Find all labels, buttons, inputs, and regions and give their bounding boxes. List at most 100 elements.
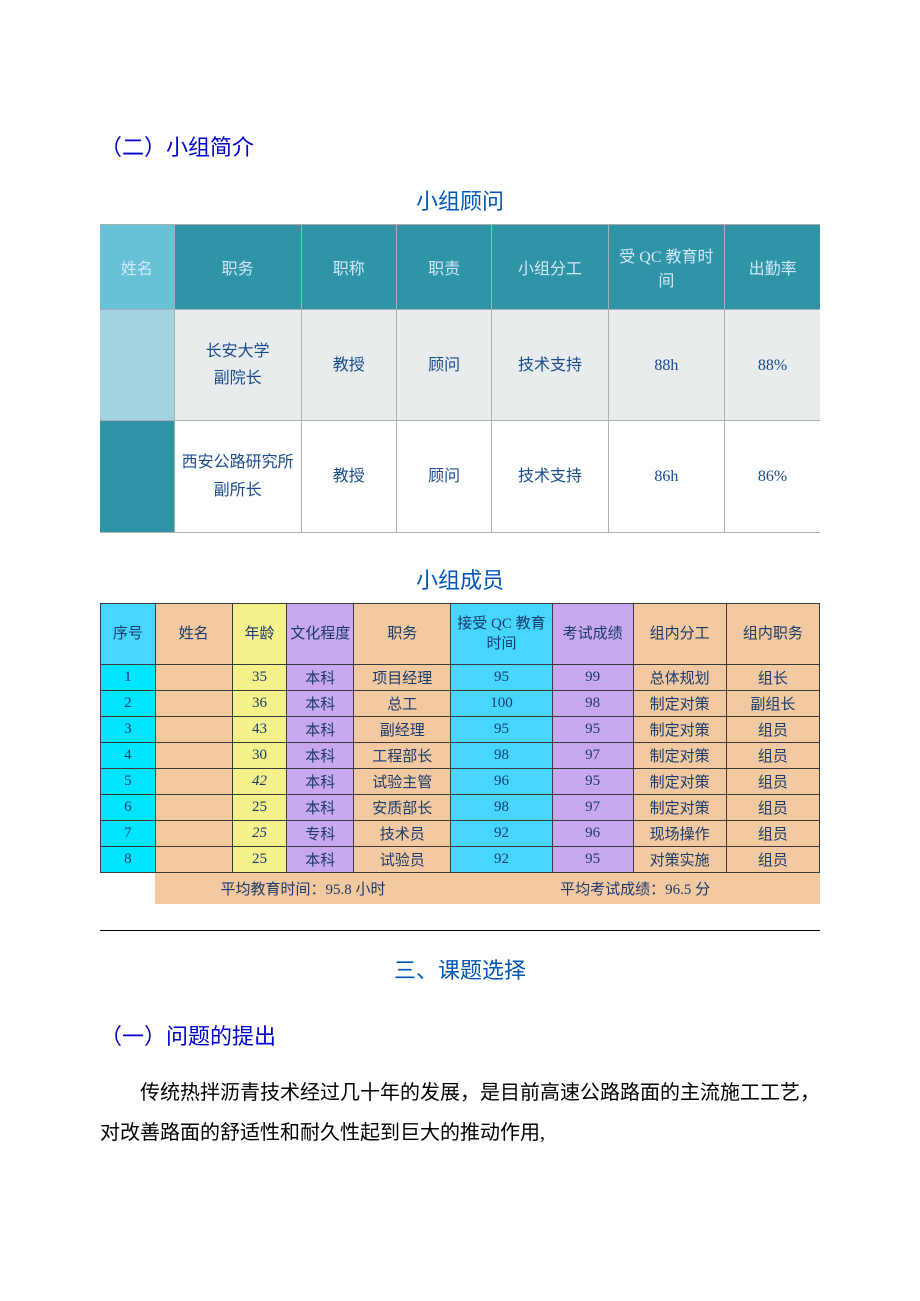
members-cell: 98 (451, 743, 552, 769)
members-avg-row: 平均教育时间：95.8 小时平均考试成绩：96.5 分 (101, 873, 820, 905)
members-cell: 92 (451, 847, 552, 873)
members-cell: 现场操作 (633, 821, 726, 847)
members-header-cell: 序号 (101, 603, 156, 665)
members-cell: 组员 (726, 795, 819, 821)
members-cell: 95 (552, 847, 633, 873)
members-header-cell: 考试成绩 (552, 603, 633, 665)
advisor-cell (100, 310, 174, 421)
members-cell: 组员 (726, 847, 819, 873)
members-cell: 组长 (726, 665, 819, 691)
members-cell: 25 (232, 795, 287, 821)
members-cell: 本科 (287, 795, 354, 821)
advisor-cell: 教授 (301, 421, 396, 532)
members-header-cell: 职务 (354, 603, 451, 665)
members-cell: 对策实施 (633, 847, 726, 873)
members-cell: 总工 (354, 691, 451, 717)
members-cell: 专科 (287, 821, 354, 847)
members-cell (155, 743, 232, 769)
members-cell: 4 (101, 743, 156, 769)
members-cell: 组员 (726, 821, 819, 847)
members-header-cell: 组内分工 (633, 603, 726, 665)
members-cell: 本科 (287, 743, 354, 769)
advisor-header-cell: 职务 (174, 225, 301, 310)
members-cell: 99 (552, 665, 633, 691)
members-cell: 25 (232, 847, 287, 873)
members-cell: 组员 (726, 743, 819, 769)
members-cell: 试验主管 (354, 769, 451, 795)
members-cell: 3 (101, 717, 156, 743)
members-cell: 本科 (287, 717, 354, 743)
members-cell: 6 (101, 795, 156, 821)
advisor-cell: 教授 (301, 310, 396, 421)
members-cell: 副经理 (354, 717, 451, 743)
members-cell (155, 665, 232, 691)
members-cell: 8 (101, 847, 156, 873)
advisor-header-cell: 小组分工 (492, 225, 608, 310)
advisor-cell: 长安大学副院长 (174, 310, 301, 421)
advisor-row: 长安大学副院长教授顾问技术支持88h88% (100, 310, 820, 421)
section3-heading: 三、课题选择 (100, 953, 820, 985)
members-header-cell: 组内职务 (726, 603, 819, 665)
members-cell: 97 (552, 743, 633, 769)
advisor-header-cell: 职称 (301, 225, 396, 310)
members-cell: 安质部长 (354, 795, 451, 821)
members-header-cell: 接受 QC 教育时间 (451, 603, 552, 665)
members-cell: 制定对策 (633, 743, 726, 769)
members-row: 1 35本科项目经理9599总体规划组长 (101, 665, 820, 691)
members-cell: 96 (552, 821, 633, 847)
members-table: 序号姓名年龄文化程度职务接受 QC 教育时间考试成绩组内分工组内职务 135本科… (100, 603, 820, 905)
members-cell (155, 795, 232, 821)
members-cell: 项目经理 (354, 665, 451, 691)
members-cell (155, 847, 232, 873)
members-header-cell: 文化程度 (287, 603, 354, 665)
members-cell: 总体规划 (633, 665, 726, 691)
members-cell: 42 (232, 769, 287, 795)
members-cell: 本科 (287, 665, 354, 691)
members-cell: 2 (101, 691, 156, 717)
members-cell: 96 (451, 769, 552, 795)
sub3-1-heading: （一）问题的提出 (100, 1019, 820, 1051)
members-cell: 100 (451, 691, 552, 717)
members-cell: 制定对策 (633, 717, 726, 743)
advisor-header-cell: 出勤率 (725, 225, 820, 310)
members-cell: 30 (232, 743, 287, 769)
members-cell: 98 (451, 795, 552, 821)
members-cell: 43 (232, 717, 287, 743)
members-cell: 25 (232, 821, 287, 847)
members-cell: 98 (552, 691, 633, 717)
advisor-cell: 顾问 (396, 310, 491, 421)
members-row: 542本科试验主管9695制定对策组员 (101, 769, 820, 795)
members-cell: 试验员 (354, 847, 451, 873)
members-cell: 35 (232, 665, 287, 691)
members-row: 6 25本科安质部长9897制定对策组员 (101, 795, 820, 821)
members-row: 343本科副经理9595制定对策组员 (101, 717, 820, 743)
members-row: 725专科技术员9296现场操作组员 (101, 821, 820, 847)
members-cell: 95 (451, 665, 552, 691)
members-row: 2 36本科总工10098制定对策副组长 (101, 691, 820, 717)
members-cell: 制定对策 (633, 691, 726, 717)
advisor-header-cell: 受 QC 教育时间 (608, 225, 724, 310)
advisor-cell: 86% (725, 421, 820, 532)
members-cell: 1 (101, 665, 156, 691)
advisor-header-cell: 职责 (396, 225, 491, 310)
members-cell: 本科 (287, 691, 354, 717)
members-cell: 制定对策 (633, 769, 726, 795)
members-cell: 制定对策 (633, 795, 726, 821)
advisor-header-cell: 姓名 (100, 225, 174, 310)
advisor-cell: 88% (725, 310, 820, 421)
members-cell (155, 769, 232, 795)
avg-edu-label: 平均教育时间：95.8 小时 (155, 873, 451, 905)
members-cell: 36 (232, 691, 287, 717)
members-cell: 组员 (726, 769, 819, 795)
members-cell: 副组长 (726, 691, 819, 717)
members-cell: 92 (451, 821, 552, 847)
members-cell: 95 (451, 717, 552, 743)
advisor-cell: 88h (608, 310, 724, 421)
advisor-cell: 技术支持 (492, 310, 608, 421)
members-cell: 技术员 (354, 821, 451, 847)
members-cell (155, 691, 232, 717)
members-cell: 97 (552, 795, 633, 821)
members-cell (155, 717, 232, 743)
members-cell: 本科 (287, 769, 354, 795)
members-table-title: 小组成员 (100, 563, 820, 595)
